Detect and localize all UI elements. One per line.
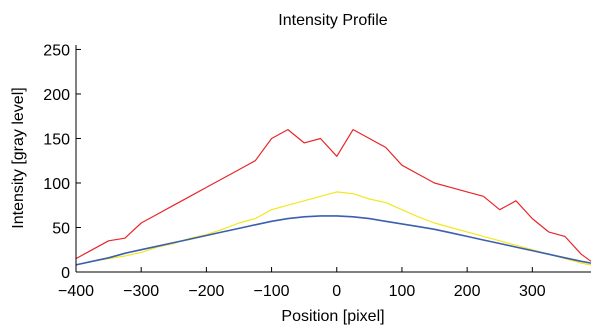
y-tick-label: 100 [43, 176, 70, 193]
x-tick-label: −200 [188, 283, 224, 300]
y-tick-label: 200 [43, 87, 70, 104]
series-line-0 [75, 129, 592, 262]
x-tick-label: 100 [389, 283, 416, 300]
x-tick-label: −400 [58, 283, 94, 300]
chart-title: Intensity Profile [278, 12, 387, 29]
x-tick-label: −300 [123, 283, 159, 300]
x-tick-label: −100 [254, 283, 290, 300]
y-tick-label: 250 [43, 42, 70, 59]
axes-layer: −400 −300 −200 −100 0 100 200 300 0 50 100 150 200 25… [43, 42, 591, 300]
y-tick-label: 0 [61, 265, 70, 282]
y-axis-label: Intensity [gray level] [10, 87, 27, 228]
x-tick-label: 300 [519, 283, 546, 300]
series-line-1 [75, 191, 592, 266]
series-line-2 [75, 215, 592, 266]
x-axis-label: Position [pixel] [281, 308, 384, 325]
series-layer [75, 129, 592, 266]
x-tick-label: 0 [332, 283, 341, 300]
x-tick-label: 200 [454, 283, 481, 300]
y-tick-label: 150 [43, 131, 70, 148]
y-tick-label: 50 [52, 220, 70, 237]
